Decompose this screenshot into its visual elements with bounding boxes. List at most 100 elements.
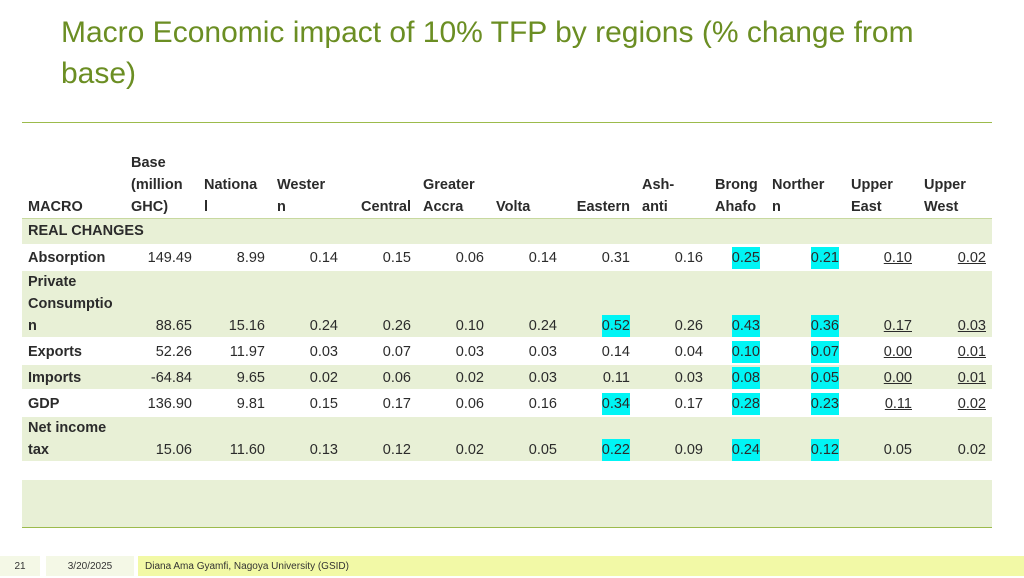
cell-eastern: 0.34 — [563, 390, 636, 417]
cell-national: 15.16 — [198, 270, 271, 339]
cell-central: 0.06 — [344, 364, 417, 391]
cell-volta: 0.14 — [490, 244, 563, 271]
table-row: Net income tax 15.06 11.60 0.13 0.12 0.02… — [22, 416, 992, 463]
header-macro: MACRO — [22, 150, 125, 219]
cell-eastern: 0.11 — [563, 364, 636, 391]
table-row: Imports -64.84 9.65 0.02 0.06 0.02 0.03 … — [22, 364, 992, 391]
cell-volta: 0.03 — [490, 364, 563, 391]
section-label: REAL CHANGES — [22, 218, 992, 244]
cell-national: 9.81 — [198, 390, 271, 417]
header-upper-east: Upper East — [845, 150, 918, 219]
cell-volta: 0.05 — [490, 416, 563, 463]
cell-western: 0.02 — [271, 364, 344, 391]
table-row: Private Consumptio n 88.65 15.16 0.24 0.26… — [22, 270, 992, 339]
cell-upper-west: 0.02 — [918, 416, 992, 463]
cell-upper-west: 0.02 — [918, 244, 992, 271]
cell-upper-west: 0.03 — [918, 270, 992, 339]
cell-base: 88.65 — [125, 270, 198, 339]
cell-base: 136.90 — [125, 390, 198, 417]
slide-title: Macro Economic impact of 10% TFP by regi… — [61, 16, 914, 90]
cell-northern: 0.21 — [766, 244, 845, 271]
cell-greater-accra: 0.06 — [417, 390, 490, 417]
cell-northern: 0.36 — [766, 270, 845, 339]
cell-upper-east: 0.11 — [845, 390, 918, 417]
cell-national: 8.99 — [198, 244, 271, 271]
cell-ashanti: 0.26 — [636, 270, 709, 339]
row-label: Exports — [22, 338, 125, 365]
cell-upper-east: 0.00 — [845, 338, 918, 365]
cell-upper-east: 0.10 — [845, 244, 918, 271]
cell-upper-west: 0.02 — [918, 390, 992, 417]
cell-brong-ahafo: 0.25 — [709, 244, 766, 271]
header-row: MACRO Base (million GHC) Nationa l Wester n … — [22, 150, 992, 219]
cell-eastern: 0.14 — [563, 338, 636, 365]
cell-ashanti: 0.03 — [636, 364, 709, 391]
cell-ashanti: 0.04 — [636, 338, 709, 365]
row-label: Absorption — [22, 244, 125, 271]
cell-ashanti: 0.09 — [636, 416, 709, 463]
footer-date: 3/20/2025 — [46, 556, 134, 576]
header-greater-accra: Greater Accra — [417, 150, 490, 219]
header-eastern: Eastern — [563, 150, 636, 219]
cell-western: 0.15 — [271, 390, 344, 417]
header-western: Wester n — [271, 150, 344, 219]
cell-base: 52.26 — [125, 338, 198, 365]
row-label: GDP — [22, 390, 125, 417]
cell-western: 0.03 — [271, 338, 344, 365]
cell-eastern: 0.31 — [563, 244, 636, 271]
cell-upper-east: 0.17 — [845, 270, 918, 339]
cell-volta: 0.16 — [490, 390, 563, 417]
cell-central: 0.15 — [344, 244, 417, 271]
footer-author: Diana Ama Gyamfi, Nagoya University (GSI… — [138, 556, 1024, 576]
cell-northern: 0.05 — [766, 364, 845, 391]
macro-impact-table: MACRO Base (million GHC) Nationa l Wester n … — [22, 150, 992, 463]
title-divider — [22, 122, 992, 123]
header-central: Central — [344, 150, 417, 219]
cell-central: 0.17 — [344, 390, 417, 417]
cell-northern: 0.12 — [766, 416, 845, 463]
cell-greater-accra: 0.10 — [417, 270, 490, 339]
cell-ashanti: 0.17 — [636, 390, 709, 417]
section-row: REAL CHANGES — [22, 218, 992, 244]
cell-volta: 0.24 — [490, 270, 563, 339]
table-row: GDP 136.90 9.81 0.15 0.17 0.06 0.16 0.34… — [22, 390, 992, 417]
cell-brong-ahafo: 0.28 — [709, 390, 766, 417]
header-national: Nationa l — [198, 150, 271, 219]
cell-eastern: 0.52 — [563, 270, 636, 339]
cell-greater-accra: 0.06 — [417, 244, 490, 271]
cell-brong-ahafo: 0.10 — [709, 338, 766, 365]
cell-greater-accra: 0.02 — [417, 416, 490, 463]
cell-western: 0.14 — [271, 244, 344, 271]
cell-central: 0.07 — [344, 338, 417, 365]
cell-greater-accra: 0.02 — [417, 364, 490, 391]
cell-base: 149.49 — [125, 244, 198, 271]
cell-upper-west: 0.01 — [918, 364, 992, 391]
cell-central: 0.12 — [344, 416, 417, 463]
cell-upper-east: 0.05 — [845, 416, 918, 463]
slide-footer: 21 3/20/2025 Diana Ama Gyamfi, Nagoya Un… — [0, 556, 1024, 576]
table-row: Exports 52.26 11.97 0.03 0.07 0.03 0.03 … — [22, 338, 992, 365]
header-northern: Norther n — [766, 150, 845, 219]
cell-ashanti: 0.16 — [636, 244, 709, 271]
cell-western: 0.24 — [271, 270, 344, 339]
cell-upper-east: 0.00 — [845, 364, 918, 391]
header-ashanti: Ash-anti — [636, 150, 709, 219]
page-number: 21 — [0, 556, 40, 576]
cell-brong-ahafo: 0.24 — [709, 416, 766, 463]
cell-brong-ahafo: 0.43 — [709, 270, 766, 339]
header-volta: Volta — [490, 150, 563, 219]
cell-volta: 0.03 — [490, 338, 563, 365]
empty-table-band — [22, 480, 992, 528]
row-label: Private Consumptio n — [22, 270, 125, 339]
cell-western: 0.13 — [271, 416, 344, 463]
cell-central: 0.26 — [344, 270, 417, 339]
cell-northern: 0.07 — [766, 338, 845, 365]
cell-brong-ahafo: 0.08 — [709, 364, 766, 391]
cell-greater-accra: 0.03 — [417, 338, 490, 365]
cell-national: 9.65 — [198, 364, 271, 391]
table-row: Absorption 149.49 8.99 0.14 0.15 0.06 0.… — [22, 244, 992, 271]
cell-base: -64.84 — [125, 364, 198, 391]
cell-upper-west: 0.01 — [918, 338, 992, 365]
row-label: Imports — [22, 364, 125, 391]
cell-national: 11.97 — [198, 338, 271, 365]
